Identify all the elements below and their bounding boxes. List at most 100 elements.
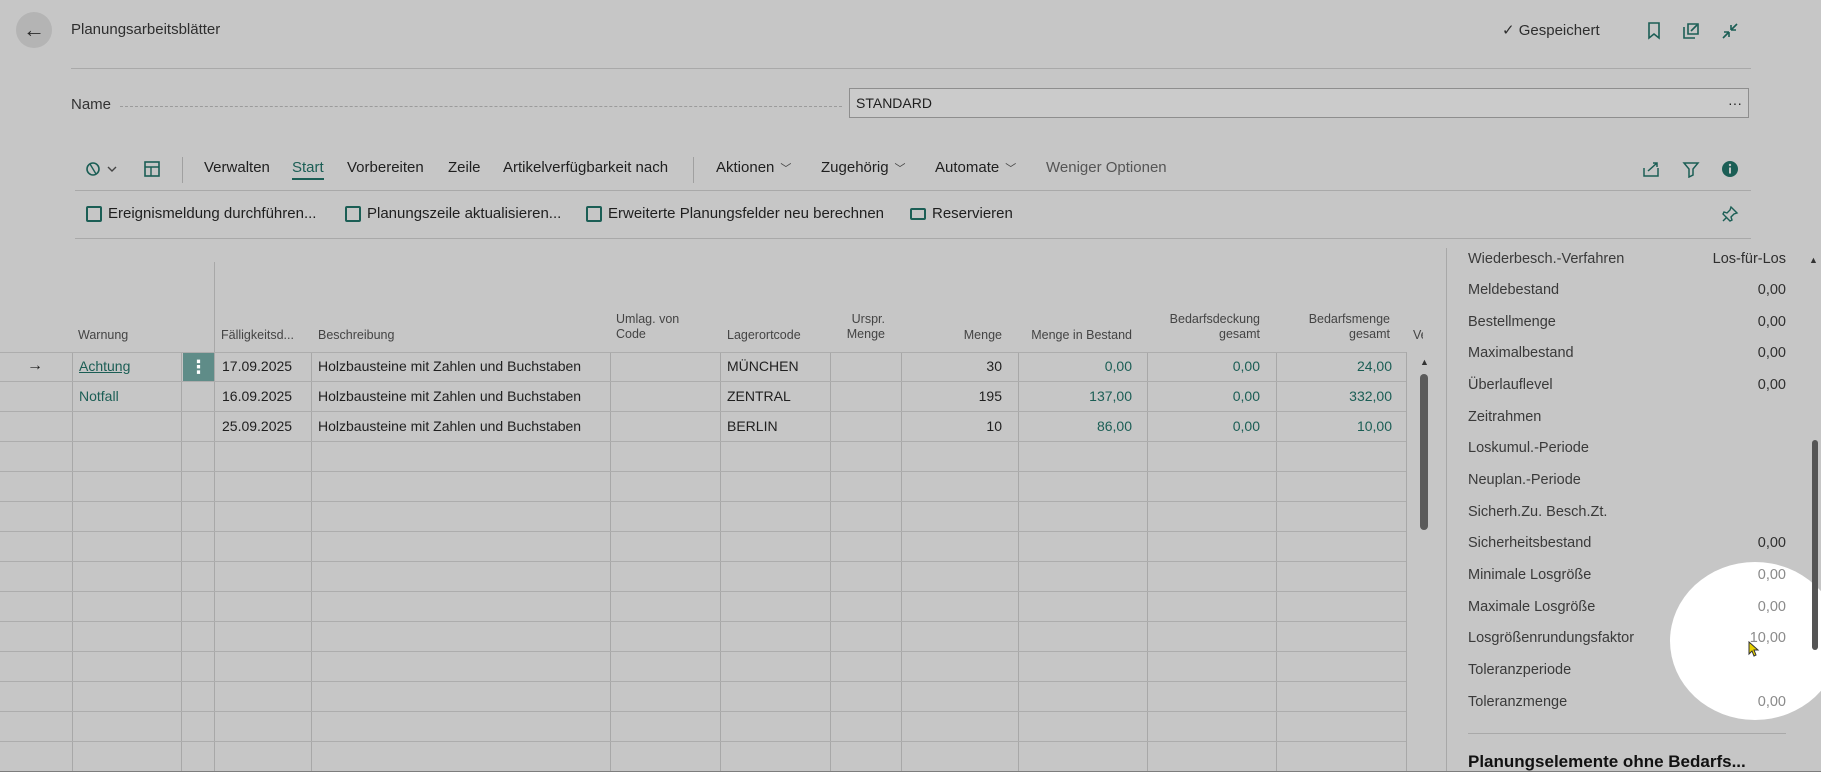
quantity-cell[interactable]: 30 xyxy=(986,358,1002,374)
due-date-cell[interactable]: 25.09.2025 xyxy=(222,418,293,434)
fact-value[interactable]: 0,00 xyxy=(1757,314,1786,330)
name-value: STANDARD xyxy=(856,95,932,111)
fact-label: Loskumul.-Periode xyxy=(1468,440,1589,456)
grid-line xyxy=(0,621,1406,622)
fact-label: Neuplan.-Periode xyxy=(1468,472,1581,488)
menu-weniger-optionen[interactable]: Weniger Optionen xyxy=(1046,159,1167,176)
col-header-warnung[interactable]: Warnung xyxy=(78,328,129,342)
menu-zeile[interactable]: Zeile xyxy=(448,159,481,176)
col-header-menge[interactable]: Menge xyxy=(963,328,1002,342)
menu-start[interactable]: Start xyxy=(292,159,324,180)
col-header-truncated[interactable]: Verl xyxy=(1413,328,1423,342)
inventory-cell[interactable]: 0,00 xyxy=(1104,358,1132,374)
action-erweiterte-planungsfelder[interactable]: Erweiterte Planungsfelder neu berechnen xyxy=(586,205,884,222)
location-cell[interactable]: MÜNCHEN xyxy=(727,358,799,374)
inventory-cell[interactable]: 137,00 xyxy=(1089,388,1132,404)
layout-icon[interactable] xyxy=(143,160,161,183)
scroll-up-icon[interactable]: ▲ xyxy=(1420,357,1429,367)
col-header-faelligkeit[interactable]: Fälligkeitsd... xyxy=(221,328,294,342)
fact-label: Wiederbesch.-Verfahren xyxy=(1468,251,1625,267)
table-scrollbar[interactable] xyxy=(1420,374,1428,530)
col-header-bedarfsmenge-line1: Bedarfsmenge xyxy=(1308,312,1390,326)
inventory-cell[interactable]: 86,00 xyxy=(1096,418,1132,434)
due-date-cell[interactable]: 17.09.2025 xyxy=(222,358,293,374)
name-more-button[interactable]: ··· xyxy=(1728,95,1742,111)
col-header-menge-in-bestand[interactable]: Menge in Bestand xyxy=(1031,328,1132,342)
location-cell[interactable]: ZENTRAL xyxy=(727,388,791,404)
chevron-down-icon: ﹀ xyxy=(780,163,792,175)
name-input[interactable]: STANDARD ··· xyxy=(849,88,1749,118)
col-header-urspr-menge[interactable]: Urspr. Menge xyxy=(835,312,885,342)
fact-row: Minimale Losgröße 0,00 xyxy=(1468,567,1786,583)
scroll-up-icon[interactable]: ▲ xyxy=(1809,255,1818,265)
fact-row: Sicherh.Zu. Besch.Zt. xyxy=(1468,504,1786,520)
col-header-bedarfsmenge[interactable]: Bedarfsmenge gesamt xyxy=(1280,312,1390,342)
action-planungszeile[interactable]: Planungszeile aktualisieren... xyxy=(345,205,561,222)
filter-icon[interactable] xyxy=(1682,160,1700,183)
menu-vorbereiten[interactable]: Vorbereiten xyxy=(347,159,424,176)
factbox-scrollbar[interactable] xyxy=(1812,440,1818,650)
warning-link[interactable]: Notfall xyxy=(79,388,119,404)
warning-link[interactable]: Achtung xyxy=(79,358,131,374)
cursor-highlight xyxy=(1670,562,1821,720)
location-cell[interactable]: BERLIN xyxy=(727,418,778,434)
action-ereignismeldung[interactable]: Ereignismeldung durchführen... xyxy=(86,205,316,222)
copilot-icon[interactable] xyxy=(84,160,122,183)
grid-line xyxy=(0,651,1406,652)
open-new-window-icon[interactable] xyxy=(1678,18,1704,44)
demand-total-cell[interactable]: 332,00 xyxy=(1349,388,1392,404)
fact-value[interactable]: Los-für-Los xyxy=(1712,251,1786,267)
demand-total-cell[interactable]: 24,00 xyxy=(1356,358,1392,374)
fact-value[interactable]: 0,00 xyxy=(1757,377,1786,393)
fact-value[interactable]: 0,00 xyxy=(1757,345,1786,361)
grid-line xyxy=(1406,352,1407,771)
menu-automate[interactable]: Automate ﹀ xyxy=(935,159,1016,176)
col-header-lagerort[interactable]: Lagerortcode xyxy=(727,328,801,342)
fact-row: Meldebestand 0,00 xyxy=(1468,282,1786,298)
info-icon[interactable] xyxy=(1721,160,1739,183)
more-vertical-icon: ⋮ xyxy=(189,356,208,377)
description-cell[interactable]: Holzbausteine mit Zahlen und Buchstaben xyxy=(318,388,582,404)
back-button[interactable]: ← xyxy=(16,12,52,48)
supply-total-cell[interactable]: 0,00 xyxy=(1232,358,1260,374)
reserve-icon xyxy=(910,207,926,220)
fact-label: Sicherheitsbestand xyxy=(1468,535,1592,551)
menu-aktionen[interactable]: Aktionen ﹀ xyxy=(716,159,791,176)
fact-value[interactable]: 10,00 xyxy=(1749,630,1786,646)
menu-verwalten[interactable]: Verwalten xyxy=(204,159,270,176)
collapse-icon[interactable] xyxy=(1717,18,1743,44)
menu-zugehoerig[interactable]: Zugehörig ﹀ xyxy=(821,159,906,176)
col-header-beschreibung[interactable]: Beschreibung xyxy=(318,328,395,342)
factbox-section-title[interactable]: Planungselemente ohne Bedarfs... xyxy=(1468,752,1746,771)
name-dotted-leader xyxy=(120,106,842,107)
fact-row: Wiederbesch.-Verfahren Los-für-Los xyxy=(1468,251,1786,267)
col-header-bedarfsdeckung[interactable]: Bedarfsdeckung gesamt xyxy=(1150,312,1260,342)
fact-value[interactable]: 0,00 xyxy=(1757,535,1786,551)
col-header-umlag[interactable]: Umlag. von Code xyxy=(616,312,679,342)
supply-total-cell[interactable]: 0,00 xyxy=(1232,388,1260,404)
demand-total-cell[interactable]: 10,00 xyxy=(1356,418,1392,434)
menu-artikelverfuegbarkeit[interactable]: Artikelverfügbarkeit nach xyxy=(503,159,669,176)
fact-value[interactable]: 0,00 xyxy=(1757,567,1786,583)
fact-value[interactable]: 0,00 xyxy=(1757,282,1786,298)
fact-value[interactable]: 0,00 xyxy=(1757,599,1786,615)
due-date-cell[interactable]: 16.09.2025 xyxy=(222,388,293,404)
description-cell[interactable]: Holzbausteine mit Zahlen und Buchstaben xyxy=(318,418,582,434)
calculate-icon xyxy=(586,205,602,222)
grid-line xyxy=(0,501,1406,502)
description-cell[interactable]: Holzbausteine mit Zahlen und Buchstaben xyxy=(318,358,582,374)
event-message-icon xyxy=(86,205,102,222)
grid-line xyxy=(0,711,1406,712)
supply-total-cell[interactable]: 0,00 xyxy=(1232,418,1260,434)
fact-label: Minimale Losgröße xyxy=(1468,567,1592,583)
fact-row: Zeitrahmen xyxy=(1468,409,1786,425)
fact-value[interactable]: 0,00 xyxy=(1757,694,1786,710)
share-icon[interactable] xyxy=(1642,160,1660,183)
grid-line xyxy=(0,741,1406,742)
pin-icon[interactable] xyxy=(1721,205,1739,228)
quantity-cell[interactable]: 10 xyxy=(986,418,1002,434)
quantity-cell[interactable]: 195 xyxy=(978,388,1002,404)
row-actions-button[interactable]: ⋮ xyxy=(183,353,214,381)
bookmark-icon[interactable] xyxy=(1641,18,1667,44)
action-reservieren[interactable]: Reservieren xyxy=(910,205,1013,222)
